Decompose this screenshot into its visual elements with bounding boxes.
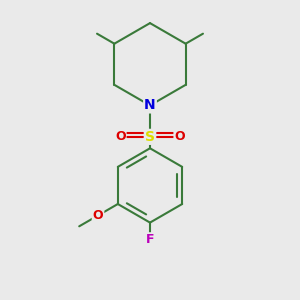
Text: F: F — [146, 233, 154, 246]
Text: O: O — [174, 130, 185, 143]
Text: N: N — [144, 98, 156, 112]
Text: O: O — [115, 130, 126, 143]
Text: O: O — [93, 209, 103, 222]
Text: S: S — [145, 130, 155, 144]
